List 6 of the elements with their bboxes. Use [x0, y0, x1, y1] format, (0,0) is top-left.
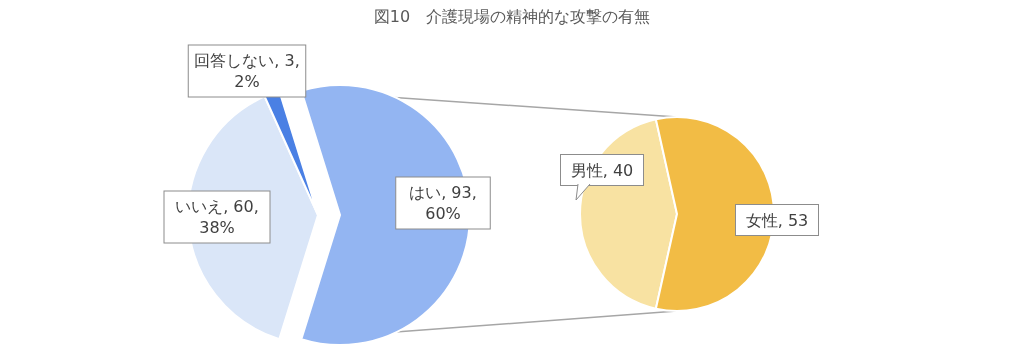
slice-label: はい, 93, 60%	[409, 183, 477, 223]
slice-label: 男性, 40	[570, 160, 634, 180]
slice-label: 女性, 53	[745, 210, 809, 230]
slice-label: 回答しない, 3, 2%	[194, 51, 300, 91]
slice-label: いいえ, 60, 38%	[175, 197, 259, 237]
text: 図10 介護現場の精神的な攻撃の有無	[373, 7, 651, 26]
